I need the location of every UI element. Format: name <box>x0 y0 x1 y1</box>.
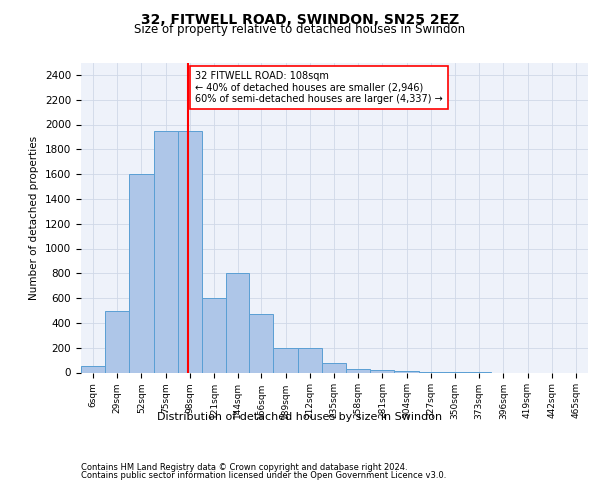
Text: Size of property relative to detached houses in Swindon: Size of property relative to detached ho… <box>134 22 466 36</box>
Text: Contains public sector information licensed under the Open Government Licence v3: Contains public sector information licen… <box>81 471 446 480</box>
Bar <box>226 274 249 372</box>
Y-axis label: Number of detached properties: Number of detached properties <box>29 136 40 300</box>
Text: Contains HM Land Registry data © Crown copyright and database right 2024.: Contains HM Land Registry data © Crown c… <box>81 462 407 471</box>
Bar <box>249 314 274 372</box>
Bar <box>346 369 370 372</box>
Bar <box>202 298 226 372</box>
Bar <box>322 362 346 372</box>
Text: 32 FITWELL ROAD: 108sqm
← 40% of detached houses are smaller (2,946)
60% of semi: 32 FITWELL ROAD: 108sqm ← 40% of detache… <box>195 71 443 104</box>
Bar <box>130 174 154 372</box>
Bar <box>298 348 322 372</box>
Text: Distribution of detached houses by size in Swindon: Distribution of detached houses by size … <box>157 412 443 422</box>
Text: 32, FITWELL ROAD, SWINDON, SN25 2EZ: 32, FITWELL ROAD, SWINDON, SN25 2EZ <box>141 12 459 26</box>
Bar <box>274 348 298 372</box>
Bar <box>178 130 202 372</box>
Bar <box>370 370 394 372</box>
Bar <box>154 130 178 372</box>
Bar <box>81 366 105 372</box>
Bar <box>105 310 130 372</box>
